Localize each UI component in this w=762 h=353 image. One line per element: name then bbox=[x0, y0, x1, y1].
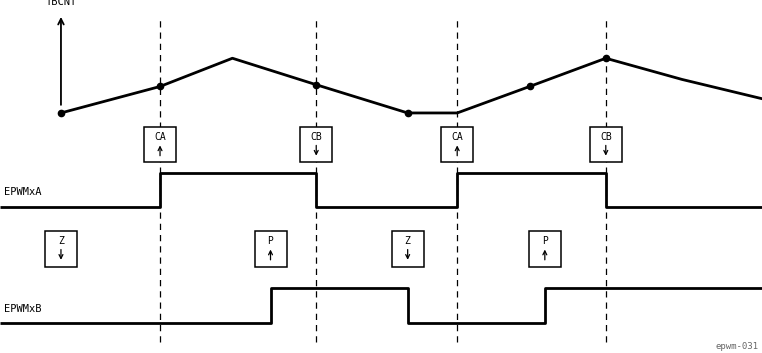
Text: TBCNT: TBCNT bbox=[45, 0, 77, 7]
FancyBboxPatch shape bbox=[529, 231, 561, 267]
Text: epwm-031: epwm-031 bbox=[716, 342, 758, 351]
FancyBboxPatch shape bbox=[392, 231, 424, 267]
Text: P: P bbox=[542, 236, 548, 246]
FancyBboxPatch shape bbox=[255, 231, 287, 267]
Text: Z: Z bbox=[58, 236, 64, 246]
FancyBboxPatch shape bbox=[144, 127, 176, 162]
FancyBboxPatch shape bbox=[300, 127, 332, 162]
FancyBboxPatch shape bbox=[441, 127, 473, 162]
Text: CB: CB bbox=[600, 132, 612, 142]
Text: CA: CA bbox=[154, 132, 166, 142]
Text: P: P bbox=[267, 236, 274, 246]
Text: CA: CA bbox=[451, 132, 463, 142]
Text: CB: CB bbox=[310, 132, 322, 142]
FancyBboxPatch shape bbox=[590, 127, 622, 162]
Text: EPWMxB: EPWMxB bbox=[4, 304, 41, 314]
Text: Z: Z bbox=[405, 236, 411, 246]
Text: EPWMxA: EPWMxA bbox=[4, 187, 41, 197]
FancyBboxPatch shape bbox=[45, 231, 77, 267]
